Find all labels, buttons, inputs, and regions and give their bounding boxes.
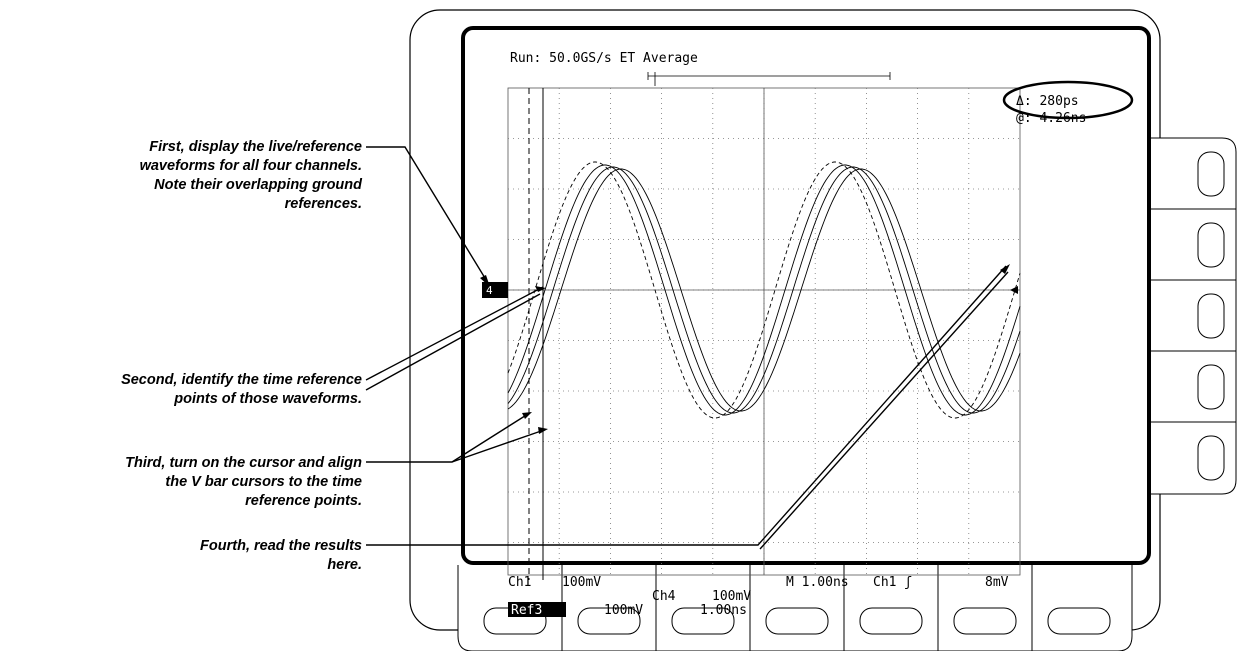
page: 4 Run: 50.0GS/s ET Average Δ: 280ps @: 4… bbox=[0, 0, 1238, 651]
readout: 100mV bbox=[562, 575, 601, 590]
readout: Ref3 bbox=[511, 603, 542, 618]
cursor-delta: Δ: 280ps bbox=[1016, 94, 1079, 109]
callout-line: First, display the live/reference bbox=[0, 138, 362, 157]
bottom-button bbox=[1048, 608, 1110, 634]
callout-line: the V bar cursors to the time bbox=[0, 473, 362, 492]
readout: 100mV bbox=[604, 603, 643, 618]
side-button bbox=[1198, 152, 1224, 196]
callout-line: Note their overlapping ground bbox=[0, 176, 362, 195]
callout-line: here. bbox=[0, 556, 362, 575]
readout: M 1.00ns bbox=[786, 575, 849, 590]
callout-line: waveforms for all four channels. bbox=[0, 157, 362, 176]
callout-line: reference points. bbox=[0, 492, 362, 511]
bottom-button bbox=[954, 608, 1016, 634]
readout: Ch1 bbox=[508, 575, 531, 590]
readout: 1.00ns bbox=[700, 603, 747, 618]
callout-line: Second, identify the time reference bbox=[0, 371, 362, 390]
callout-line: Third, turn on the cursor and align bbox=[0, 454, 362, 473]
readout: 100mV bbox=[712, 589, 751, 604]
side-button bbox=[1198, 365, 1224, 409]
bottom-button bbox=[860, 608, 922, 634]
readout: 8mV bbox=[985, 575, 1009, 590]
side-button bbox=[1198, 436, 1224, 480]
side-button bbox=[1198, 223, 1224, 267]
callout-line: points of those waveforms. bbox=[0, 390, 362, 409]
acquisition-status: Run: 50.0GS/s ET Average bbox=[510, 51, 698, 66]
readout: Ch1 ʃ bbox=[873, 575, 912, 590]
bottom-button bbox=[766, 608, 828, 634]
side-button bbox=[1198, 294, 1224, 338]
readout: Ch4 bbox=[652, 589, 676, 604]
callout-line: Fourth, read the results bbox=[0, 537, 362, 556]
callout-line: references. bbox=[0, 195, 362, 214]
